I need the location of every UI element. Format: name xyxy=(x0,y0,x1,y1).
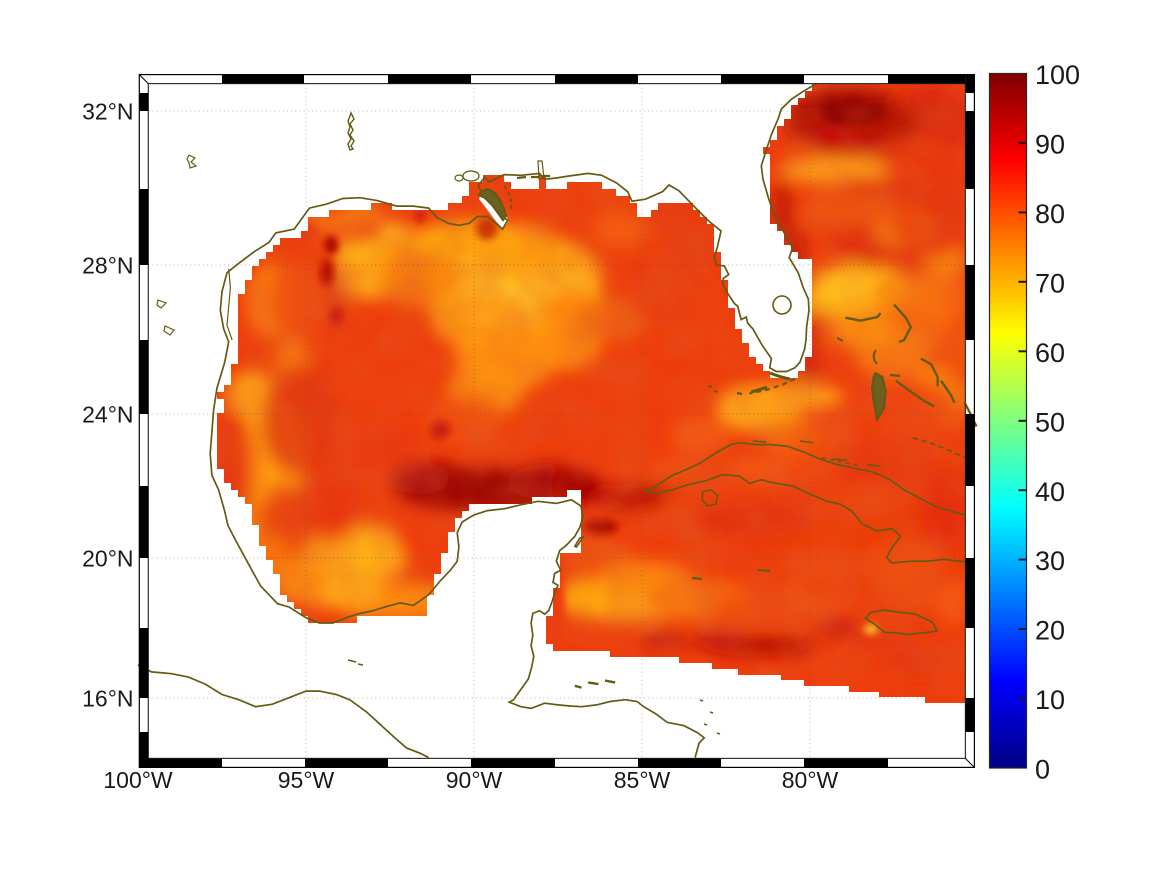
svg-text:24°N: 24°N xyxy=(82,402,133,428)
svg-text:95°W: 95°W xyxy=(278,767,335,793)
svg-text:20°N: 20°N xyxy=(82,546,133,572)
svg-text:10: 10 xyxy=(1035,685,1065,715)
svg-text:70: 70 xyxy=(1035,268,1065,298)
svg-text:0: 0 xyxy=(1035,755,1050,785)
svg-text:30: 30 xyxy=(1035,546,1065,576)
svg-text:60: 60 xyxy=(1035,338,1065,368)
svg-text:90: 90 xyxy=(1035,130,1065,160)
svg-text:28°N: 28°N xyxy=(82,253,133,279)
svg-text:32°N: 32°N xyxy=(82,99,133,125)
svg-text:90°W: 90°W xyxy=(446,767,503,793)
svg-text:100°W: 100°W xyxy=(103,767,173,793)
svg-text:50: 50 xyxy=(1035,407,1065,437)
svg-text:40: 40 xyxy=(1035,477,1065,507)
svg-text:85°W: 85°W xyxy=(614,767,671,793)
svg-text:16°N: 16°N xyxy=(82,686,133,712)
svg-text:100: 100 xyxy=(1035,60,1080,90)
svg-text:20: 20 xyxy=(1035,616,1065,646)
svg-text:80°W: 80°W xyxy=(782,767,839,793)
svg-text:80: 80 xyxy=(1035,199,1065,229)
